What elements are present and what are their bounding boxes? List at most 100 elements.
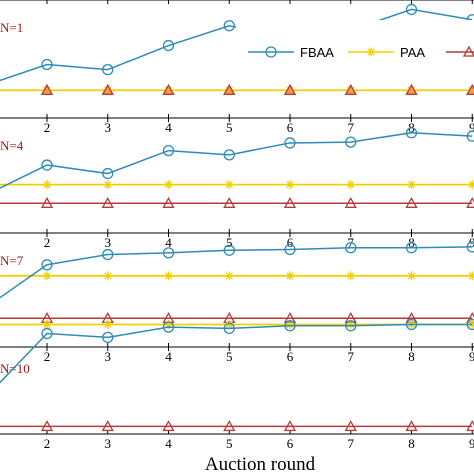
paa-point: [103, 271, 113, 281]
panel-4: 2 3 4 5 6 7 8 9 N=10: [0, 318, 474, 451]
fbaa-point: [284, 320, 296, 332]
fbaa-point: [223, 244, 235, 256]
third-series-point: [405, 420, 418, 432]
fbaa-line: [0, 323, 473, 384]
paa-point: [103, 180, 113, 190]
x-tick-label: 6: [287, 120, 294, 135]
legend-entry-1: FBAA: [248, 45, 334, 60]
x-tick-label: 5: [226, 235, 233, 250]
paa-point: [42, 271, 52, 281]
x-tick-label: 3: [105, 120, 112, 135]
paa-point: [285, 180, 295, 190]
paa-point: [346, 320, 356, 330]
paa-point: [346, 180, 356, 190]
x-tick-label: 7: [348, 436, 355, 451]
third-series-point: [40, 420, 54, 432]
paa-point: [366, 47, 376, 57]
fbaa-point: [345, 242, 357, 254]
fbaa-point: [41, 58, 53, 71]
third-series-point: [283, 420, 297, 432]
fbaa-point: [162, 247, 175, 259]
legend-box: [236, 20, 474, 72]
fbaa-line: [0, 131, 473, 189]
paa-point: [42, 180, 52, 190]
fbaa-point: [405, 127, 418, 139]
x-tick-label: 7: [348, 349, 355, 364]
x-tick-label: 5: [226, 436, 233, 451]
panel-label: N=1: [0, 20, 23, 35]
paa-point: [467, 271, 474, 281]
legend-label: PAA: [400, 45, 425, 60]
x-tick-label: 6: [287, 349, 294, 364]
overlap-point: [405, 84, 418, 95]
x-tick-label: 4: [165, 436, 172, 451]
overlap-point: [162, 84, 175, 95]
third-series-point: [223, 196, 236, 208]
panel-2: 2 3 4 5 6 7 8 9N=4: [0, 117, 474, 250]
fbaa-point: [102, 248, 114, 261]
x-tick-label: 5: [226, 349, 233, 364]
fbaa-point: [162, 39, 175, 52]
paa-point: [42, 320, 52, 330]
paa-point: [103, 320, 113, 330]
x-tick-label: 4: [165, 120, 172, 135]
x-tick-label: 8: [408, 436, 415, 451]
fbaa-point: [223, 322, 235, 335]
third-series-point: [101, 420, 114, 432]
x-tick-label: 9: [469, 436, 474, 451]
x-tick-label: 8: [408, 349, 415, 364]
third-series-point: [466, 196, 474, 208]
fbaa-point: [405, 242, 418, 254]
paa-point: [224, 271, 234, 281]
third-series-point: [283, 196, 297, 208]
fbaa-point: [466, 130, 474, 142]
fbaa-point: [405, 318, 418, 331]
x-tick-label: 3: [105, 349, 112, 364]
fbaa-point: [102, 63, 114, 76]
panel-label: N=10: [0, 361, 30, 376]
x-tick-label: 5: [226, 120, 233, 135]
panels: 2 3 4 5 6 7 8 9 N=1 2 3 4 5 6 7 8 9 N=4 2 3 4 5 6 7 8 9 N=72 3 4 5 6 7 8…: [0, 0, 474, 451]
paa-point: [285, 271, 295, 281]
third-series-point: [466, 420, 474, 432]
x-tick-label: 9: [469, 120, 474, 135]
fbaa-point: [41, 327, 53, 340]
panel-label: N=7: [0, 253, 24, 268]
overlap-markers: [40, 84, 474, 95]
fbaa-point: [284, 137, 296, 149]
paa-point: [164, 271, 173, 281]
paa-point: [285, 320, 295, 330]
panel-3: 2 3 4 5 6 7 8 9 N=7: [0, 232, 474, 364]
fbaa-point: [466, 241, 474, 253]
paa-point: [407, 271, 416, 281]
x-tick-label: 4: [165, 349, 172, 364]
third-series-point: [40, 196, 54, 208]
fbaa-point: [466, 318, 474, 331]
overlap-point: [344, 84, 357, 95]
x-tick-label: 4: [165, 235, 172, 250]
fbaa-point: [41, 159, 53, 171]
fbaa-point: [41, 259, 53, 271]
third-series-point: [162, 196, 175, 208]
overlap-point: [223, 84, 236, 95]
third-series-point: [223, 420, 236, 432]
fbaa-line: [0, 246, 473, 299]
paa-point: [224, 180, 234, 190]
third-series: [0, 311, 474, 323]
fbaa-point: [405, 3, 418, 16]
paa-series: [0, 271, 474, 281]
fbaa-series: [0, 318, 474, 384]
third-series: [0, 420, 474, 432]
paa-point: [164, 180, 173, 190]
paa-point: [346, 271, 356, 281]
third-series-point: [101, 196, 114, 208]
x-tick-label: 6: [287, 235, 294, 250]
x-tick-label: 3: [105, 235, 112, 250]
third-series: [0, 196, 474, 208]
fbaa-point: [162, 321, 175, 333]
third-series-point: [162, 420, 175, 432]
x-tick-label: 2: [44, 436, 51, 451]
fbaa-point: [284, 243, 296, 256]
overlap-point: [40, 84, 54, 95]
